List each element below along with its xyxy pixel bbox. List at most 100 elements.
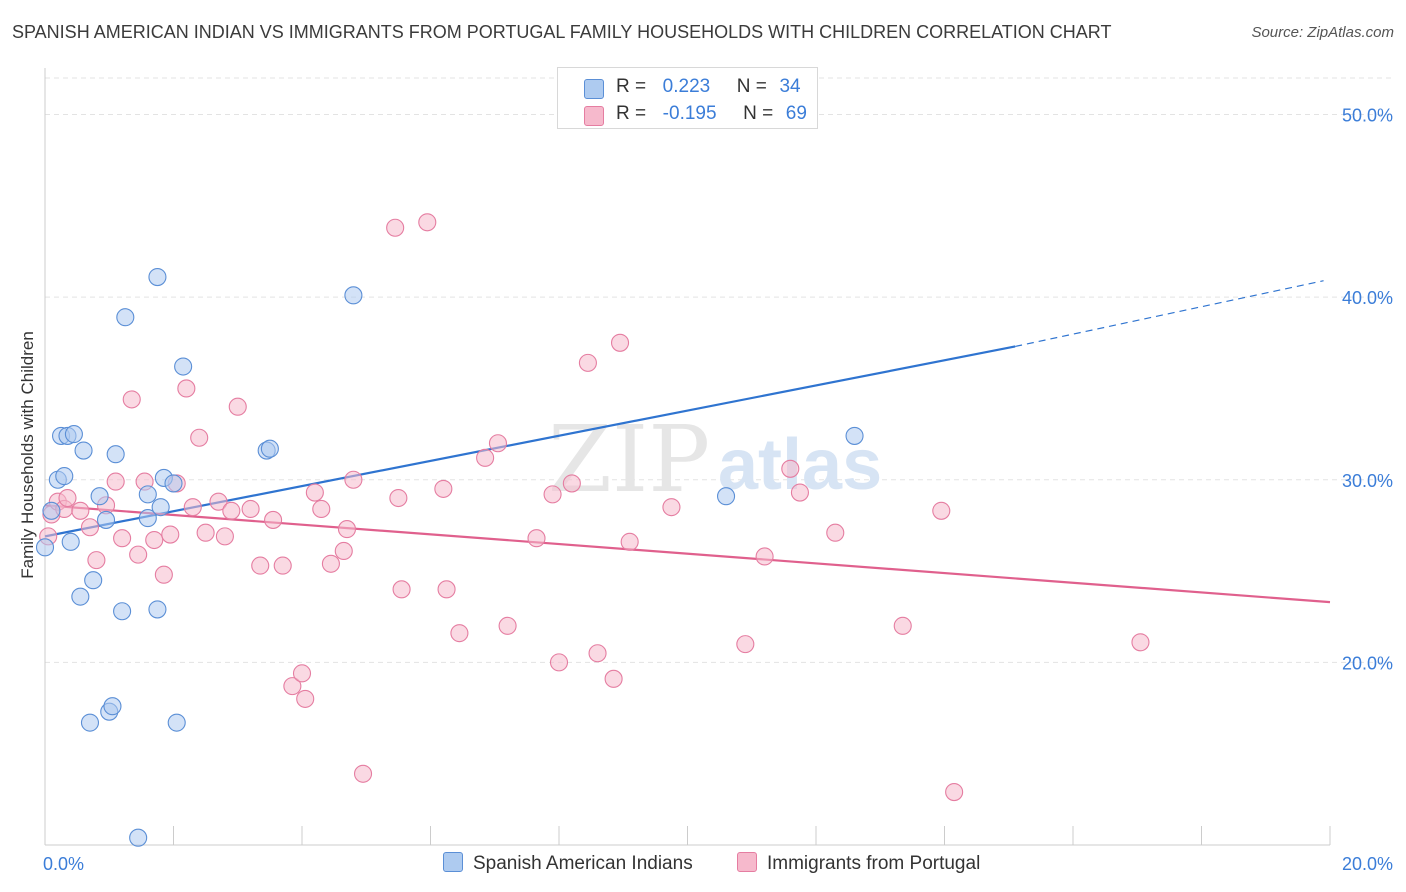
pink-point (154, 565, 173, 584)
pink-point (145, 530, 164, 550)
pink-point (450, 624, 469, 643)
legend-item-immigrants-from-portugal: Immigrants from Portugal (737, 852, 980, 875)
blue-point (61, 532, 80, 551)
blue-point (96, 510, 116, 529)
pink-point (87, 551, 106, 570)
pink-swatch (584, 106, 604, 126)
blue-point (138, 485, 157, 504)
pink-point (183, 498, 202, 517)
x-tick-label: 0.0% (43, 854, 84, 874)
pink-point (437, 580, 456, 599)
pink-point (228, 397, 247, 416)
n-value: 69 (785, 103, 807, 124)
y-tick-label: 50.0% (1342, 106, 1393, 126)
blue-point (42, 501, 61, 520)
blue-point (35, 538, 55, 557)
points-layer (35, 213, 1150, 847)
pink-point (190, 428, 209, 447)
pink-point (549, 653, 569, 672)
blue-point (64, 425, 83, 444)
x-tick-label: 20.0% (1342, 854, 1393, 874)
blue-point (74, 441, 93, 460)
pink-point (476, 448, 495, 467)
source-credit: Source: ZipAtlas.com (1251, 24, 1394, 41)
pink-point (177, 379, 196, 398)
blue-point (344, 286, 363, 305)
pink-point (1131, 633, 1150, 652)
blue-point (116, 308, 135, 327)
blue-point (113, 602, 132, 621)
blue-point (84, 571, 103, 590)
pink-point (755, 547, 774, 566)
pink-point (321, 554, 340, 573)
pink-point (893, 616, 912, 635)
blue-point (71, 587, 90, 606)
pink-trend-line (44, 504, 1331, 604)
n-label: N = (736, 76, 767, 97)
blue-trend-extension (1015, 280, 1324, 348)
y-tick-label: 30.0% (1342, 471, 1393, 491)
blue-point (174, 357, 193, 376)
pink-point (353, 764, 373, 783)
pink-point (498, 616, 517, 635)
blue-point (260, 439, 279, 458)
pink-point (604, 669, 623, 688)
n-value: 34 (779, 76, 801, 97)
blue-point (129, 828, 148, 847)
pink-point (215, 527, 234, 546)
pink-swatch (737, 852, 757, 872)
watermark-zip: ZIP (548, 406, 710, 513)
blue-point (716, 487, 736, 506)
pink-point (305, 483, 324, 502)
pink-point (610, 333, 630, 352)
pink-point (434, 479, 453, 498)
pink-point (122, 390, 141, 409)
pink-point (543, 485, 562, 504)
pink-point (337, 520, 357, 539)
axis-layer (44, 68, 1331, 846)
pink-point (945, 782, 964, 802)
legend-label: Immigrants from Portugal (767, 853, 981, 874)
blue-point (845, 426, 864, 445)
blue-swatch (584, 79, 604, 99)
pink-point (71, 501, 90, 520)
watermark: ZIP atlas (548, 406, 882, 513)
trend-layer (44, 280, 1331, 604)
pink-point (58, 488, 77, 508)
r-value: 0.223 (662, 76, 711, 97)
pink-point (389, 488, 408, 508)
pink-point (273, 556, 292, 575)
pink-point (736, 635, 755, 654)
pink-point (392, 580, 411, 599)
blue-point (103, 697, 122, 716)
r-label: R = (616, 76, 647, 97)
pink-point (334, 541, 353, 561)
pink-point (161, 525, 180, 544)
pink-point (488, 434, 508, 453)
blue-point (106, 445, 125, 464)
pink-point (296, 689, 315, 708)
pink-point (292, 664, 312, 683)
tick-labels: 20.0% 30.0% 40.0% 50.0% 0.0% 20.0% (43, 106, 1393, 874)
r-value: -0.195 (662, 103, 717, 124)
blue-point (164, 474, 183, 493)
blue-point (167, 713, 186, 732)
r-label: R = (616, 103, 647, 124)
pink-point (562, 474, 581, 493)
pink-point (932, 501, 951, 520)
chart-title: SPANISH AMERICAN INDIAN VS IMMIGRANTS FR… (12, 22, 1112, 42)
pink-point (781, 459, 800, 478)
legend-item-spanish-american-indians: Spanish American Indians (443, 852, 693, 875)
blue-swatch (443, 852, 463, 872)
blue-trend-line (44, 345, 1016, 538)
pink-point (222, 501, 241, 520)
pink-point (578, 353, 597, 372)
pink-point (418, 213, 437, 232)
blue-point (151, 498, 170, 517)
pink-point (129, 545, 148, 564)
pink-point (620, 532, 639, 551)
blue-point (148, 600, 167, 619)
pink-point (80, 518, 100, 537)
pink-point (283, 677, 302, 696)
